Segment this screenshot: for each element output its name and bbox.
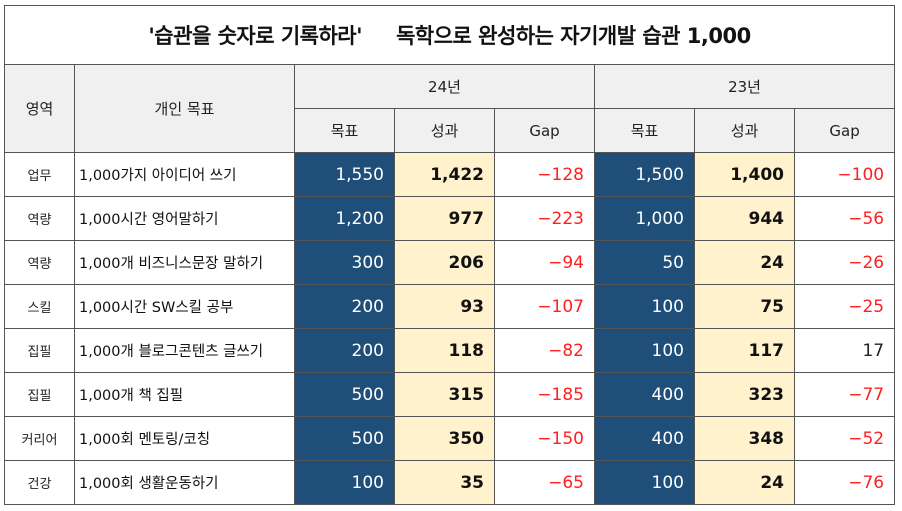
area-cell: 집필 bbox=[4, 372, 75, 417]
result-24-cell: 350 bbox=[394, 416, 495, 461]
result-24-cell: 35 bbox=[394, 460, 495, 505]
table-row: 스킬 1,000시간 SW스킬 공부 200 93 −107 100 75 −2… bbox=[4, 284, 896, 329]
area-cell: 집필 bbox=[4, 328, 75, 373]
table-row: 업무 1,000가지 아이디어 쓰기 1,550 1,422 −128 1,50… bbox=[4, 152, 896, 197]
gap-23-cell: −52 bbox=[793, 416, 896, 461]
target-24-cell: 1,200 bbox=[294, 196, 395, 241]
result-23-cell: 24 bbox=[694, 240, 795, 285]
goal-cell: 1,000회 생활운동하기 bbox=[74, 460, 295, 505]
result-23-cell: 24 bbox=[694, 460, 795, 505]
target-24-cell: 500 bbox=[294, 372, 395, 417]
gap-23-cell: 17 bbox=[793, 328, 896, 373]
header-gap-23: Gap bbox=[793, 108, 896, 153]
header-result-24: 성과 bbox=[394, 108, 495, 153]
goal-cell: 1,000시간 SW스킬 공부 bbox=[74, 284, 295, 329]
gap-24-cell: −82 bbox=[494, 328, 595, 373]
result-24-cell: 93 bbox=[394, 284, 495, 329]
header-target-24: 목표 bbox=[294, 108, 395, 153]
result-23-cell: 348 bbox=[694, 416, 795, 461]
gap-23-cell: −25 bbox=[793, 284, 896, 329]
gap-24-cell: −107 bbox=[494, 284, 595, 329]
target-23-cell: 100 bbox=[594, 328, 695, 373]
gap-24-cell: −150 bbox=[494, 416, 595, 461]
target-23-cell: 50 bbox=[594, 240, 695, 285]
table-row: 역량 1,000시간 영어말하기 1,200 977 −223 1,000 94… bbox=[4, 196, 896, 241]
header-result-23: 성과 bbox=[694, 108, 795, 153]
result-23-cell: 117 bbox=[694, 328, 795, 373]
gap-24-cell: −223 bbox=[494, 196, 595, 241]
table-row: 건강 1,000회 생활운동하기 100 35 −65 100 24 −76 bbox=[4, 460, 896, 505]
gap-23-cell: −56 bbox=[793, 196, 896, 241]
goal-cell: 1,000시간 영어말하기 bbox=[74, 196, 295, 241]
result-24-cell: 1,422 bbox=[394, 152, 495, 197]
result-23-cell: 1,400 bbox=[694, 152, 795, 197]
result-23-cell: 323 bbox=[694, 372, 795, 417]
habit-table: '습관을 숫자로 기록하라' 독학으로 완성하는 자기개발 습관 1,000 영역… bbox=[3, 5, 896, 505]
gap-23-cell: −76 bbox=[793, 460, 896, 505]
area-cell: 업무 bbox=[4, 152, 75, 197]
target-23-cell: 100 bbox=[594, 460, 695, 505]
target-24-cell: 500 bbox=[294, 416, 395, 461]
table-row: 역량 1,000개 비즈니스문장 말하기 300 206 −94 50 24 −… bbox=[4, 240, 896, 285]
area-cell: 역량 bbox=[4, 196, 75, 241]
area-cell: 역량 bbox=[4, 240, 75, 285]
table-row: 집필 1,000개 블로그콘텐츠 글쓰기 200 118 −82 100 117… bbox=[4, 328, 896, 373]
gap-24-cell: −94 bbox=[494, 240, 595, 285]
table-row: 집필 1,000개 책 집필 500 315 −185 400 323 −77 bbox=[4, 372, 896, 417]
header-area: 영역 bbox=[4, 64, 75, 153]
goal-cell: 1,000개 비즈니스문장 말하기 bbox=[74, 240, 295, 285]
area-cell: 건강 bbox=[4, 460, 75, 505]
area-cell: 커리어 bbox=[4, 416, 75, 461]
result-23-cell: 944 bbox=[694, 196, 795, 241]
header-year-23: 23년 bbox=[593, 64, 896, 109]
gap-24-cell: −65 bbox=[494, 460, 595, 505]
goal-cell: 1,000회 멘토링/코칭 bbox=[74, 416, 295, 461]
result-24-cell: 315 bbox=[394, 372, 495, 417]
target-23-cell: 400 bbox=[594, 416, 695, 461]
goal-cell: 1,000개 블로그콘텐츠 글쓰기 bbox=[74, 328, 295, 373]
title-quote: '습관을 숫자로 기록하라' bbox=[148, 24, 363, 48]
header-year-24: 24년 bbox=[294, 64, 595, 109]
header-goal: 개인 목표 bbox=[74, 64, 295, 153]
table-row: 커리어 1,000회 멘토링/코칭 500 350 −150 400 348 −… bbox=[4, 416, 896, 461]
goal-cell: 1,000가지 아이디어 쓰기 bbox=[74, 152, 295, 197]
target-24-cell: 1,550 bbox=[294, 152, 395, 197]
gap-23-cell: −100 bbox=[793, 152, 896, 197]
header-target-23: 목표 bbox=[594, 108, 695, 153]
result-23-cell: 75 bbox=[694, 284, 795, 329]
gap-23-cell: −26 bbox=[793, 240, 896, 285]
target-23-cell: 400 bbox=[594, 372, 695, 417]
target-24-cell: 100 bbox=[294, 460, 395, 505]
page-title: '습관을 숫자로 기록하라' 독학으로 완성하는 자기개발 습관 1,000 bbox=[3, 5, 896, 65]
target-23-cell: 100 bbox=[594, 284, 695, 329]
gap-24-cell: −128 bbox=[494, 152, 595, 197]
result-24-cell: 977 bbox=[394, 196, 495, 241]
target-24-cell: 200 bbox=[294, 328, 395, 373]
target-23-cell: 1,000 bbox=[594, 196, 695, 241]
target-24-cell: 200 bbox=[294, 284, 395, 329]
target-24-cell: 300 bbox=[294, 240, 395, 285]
area-cell: 스킬 bbox=[4, 284, 75, 329]
goal-cell: 1,000개 책 집필 bbox=[74, 372, 295, 417]
title-subtitle: 독학으로 완성하는 자기개발 습관 1,000 bbox=[396, 24, 751, 48]
result-24-cell: 206 bbox=[394, 240, 495, 285]
target-23-cell: 1,500 bbox=[594, 152, 695, 197]
gap-23-cell: −77 bbox=[793, 372, 896, 417]
gap-24-cell: −185 bbox=[494, 372, 595, 417]
result-24-cell: 118 bbox=[394, 328, 495, 373]
header-gap-24: Gap bbox=[494, 108, 595, 153]
